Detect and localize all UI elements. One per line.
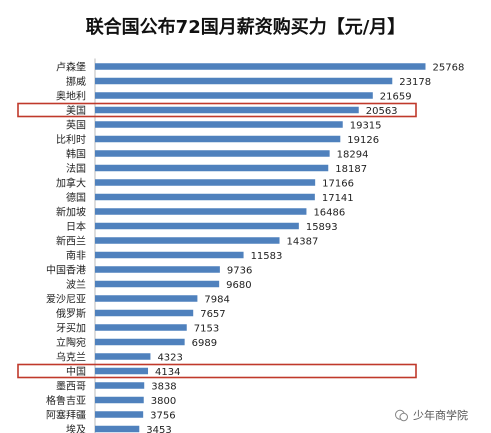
bar <box>95 367 149 375</box>
bar <box>95 324 187 331</box>
bar <box>95 77 393 85</box>
bar <box>95 164 329 172</box>
bar <box>95 280 220 288</box>
value-label: 25768 <box>433 63 465 74</box>
value-label: 15893 <box>306 222 338 233</box>
value-label: 6989 <box>192 338 217 349</box>
value-label: 7984 <box>204 295 229 306</box>
bar <box>95 353 151 360</box>
watermark-text: 少年商学院 <box>413 409 468 422</box>
category-label: 爱沙尼亚 <box>46 293 86 306</box>
value-label: 3756 <box>150 411 175 422</box>
category-label: 波兰 <box>66 278 86 291</box>
category-label: 新加坡 <box>56 206 86 219</box>
value-label: 11583 <box>251 251 283 262</box>
category-label: 中国香港 <box>46 264 86 277</box>
value-label: 19315 <box>350 121 382 132</box>
value-label: 3800 <box>151 396 176 407</box>
value-label: 18187 <box>335 164 367 175</box>
category-label: 德国 <box>66 191 86 204</box>
bar <box>95 382 145 389</box>
category-label: 墨西哥 <box>56 381 86 393</box>
category-label: 韩国 <box>66 148 86 161</box>
bar <box>95 295 198 302</box>
bar <box>95 135 341 143</box>
highlight-box-美国 <box>17 102 417 118</box>
bar <box>95 396 144 404</box>
category-label: 格鲁吉亚 <box>46 394 86 407</box>
value-label: 18294 <box>337 150 369 161</box>
value-label: 7657 <box>200 309 225 320</box>
bar <box>95 121 343 128</box>
category-label: 英国 <box>66 119 86 132</box>
category-label: 中国 <box>66 365 86 378</box>
value-label: 3838 <box>151 382 176 393</box>
value-label: 23178 <box>399 77 431 88</box>
value-label: 21659 <box>380 92 412 103</box>
value-label: 9680 <box>226 280 251 291</box>
value-label: 16486 <box>313 208 345 219</box>
category-label: 阿塞拜疆 <box>46 409 86 422</box>
value-label: 17166 <box>322 179 354 190</box>
category-label: 立陶宛 <box>56 336 86 349</box>
category-label: 法国 <box>66 162 86 175</box>
category-label: 比利时 <box>56 134 86 146</box>
bar <box>95 150 330 157</box>
bar <box>95 237 280 244</box>
chart-title: 联合国公布72国月薪资购买力【元/月】 <box>85 17 406 38</box>
bar <box>95 425 140 433</box>
value-label: 14387 <box>287 237 319 248</box>
category-label: 美国 <box>66 104 86 117</box>
category-label: 埃及 <box>66 423 86 433</box>
bar <box>95 266 220 273</box>
value-label: 3453 <box>146 425 171 433</box>
value-label: 9736 <box>227 266 252 277</box>
bar <box>95 251 244 259</box>
value-label: 20563 <box>366 106 398 117</box>
value-label: 4134 <box>155 367 180 378</box>
category-label: 挪威 <box>66 75 86 88</box>
watermark: 少年商学院 <box>394 407 468 423</box>
wechat-logo-icon <box>394 409 409 421</box>
bar <box>95 208 307 215</box>
bar <box>95 193 315 201</box>
bar <box>95 106 359 114</box>
category-label: 奥地利 <box>56 90 86 103</box>
highlight-box-中国 <box>17 363 417 379</box>
category-label: 日本 <box>66 220 86 233</box>
bar <box>95 92 373 99</box>
category-label: 南非 <box>66 249 86 262</box>
category-label: 卢森堡 <box>56 61 86 74</box>
category-label: 俄罗斯 <box>56 307 86 320</box>
bar <box>95 411 144 418</box>
bar <box>95 179 316 186</box>
bar <box>95 63 426 70</box>
category-label: 乌克兰 <box>56 351 86 364</box>
bar <box>95 309 194 317</box>
value-label: 17141 <box>322 193 354 204</box>
value-label: 19126 <box>347 135 379 146</box>
value-label: 4323 <box>157 353 182 364</box>
bar <box>95 222 299 230</box>
category-label: 加拿大 <box>56 177 86 190</box>
category-label: 牙买加 <box>56 323 86 335</box>
bar <box>95 338 185 346</box>
category-label: 新西兰 <box>56 235 86 248</box>
value-label: 7153 <box>194 324 219 335</box>
